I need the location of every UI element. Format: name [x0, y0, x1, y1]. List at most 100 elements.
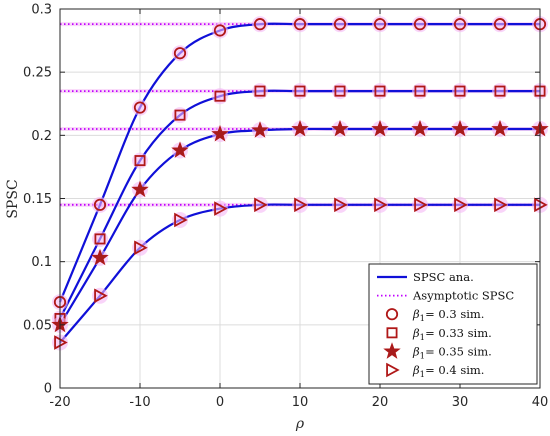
triangle-right-marker — [414, 197, 428, 213]
legend-label: β1= 0.33 sim. — [412, 326, 492, 343]
y-axis-label: SPSC — [5, 179, 21, 218]
x-tick-label: 0 — [216, 395, 224, 410]
star-marker — [451, 119, 469, 137]
legend-beta-symbol: β — [412, 344, 420, 358]
star-marker — [211, 124, 229, 142]
marker-glow — [172, 107, 188, 124]
star-marker — [171, 141, 189, 158]
circle-marker — [253, 18, 267, 31]
legend-label-text: = 0.3 sim. — [425, 307, 484, 321]
x-tick-label: 20 — [372, 395, 389, 410]
square-marker — [94, 233, 106, 245]
x-tick-label: 30 — [452, 395, 469, 410]
marker-glow — [332, 196, 348, 213]
marker-glow — [172, 211, 188, 228]
x-axis-label: ρ — [295, 416, 305, 432]
y-tick-label: 0.25 — [23, 66, 52, 81]
star-marker — [291, 119, 309, 137]
legend-label: β1= 0.4 sim. — [412, 363, 484, 380]
y-tick-label: 0.2 — [31, 129, 52, 144]
square-marker — [374, 85, 386, 97]
legend-label-text: = 0.35 sim. — [425, 344, 492, 358]
circle-marker — [133, 101, 147, 114]
triangle-right-marker — [134, 240, 148, 256]
circle-marker — [493, 18, 507, 31]
square-marker — [334, 85, 346, 97]
legend-label-text: = 0.4 sim. — [425, 363, 484, 377]
star-marker — [371, 119, 389, 137]
marker-glow — [292, 83, 308, 100]
triangle-right-marker — [494, 197, 508, 213]
marker-glow — [372, 196, 388, 213]
marker-glow — [492, 196, 508, 213]
triangle-right-marker — [294, 197, 308, 213]
marker-glow — [412, 83, 428, 100]
marker-glow — [452, 196, 468, 213]
marker-glow — [132, 239, 148, 256]
triangle-right-marker — [214, 201, 228, 216]
legend-label-text: = 0.33 sim. — [425, 326, 492, 340]
star-marker — [331, 119, 349, 137]
marker-glow — [212, 200, 228, 217]
legend-beta-symbol: β — [412, 363, 420, 377]
triangle-right-marker — [334, 197, 348, 213]
marker-glow — [92, 287, 108, 304]
marker-glow — [332, 83, 348, 100]
legend-beta-subscript: 1 — [420, 333, 425, 343]
y-tick-label: 0.3 — [31, 3, 52, 18]
legend-label: SPSC ana. — [413, 270, 474, 284]
triangle-right-marker — [454, 197, 468, 213]
simulation-markers — [51, 16, 549, 351]
x-tick-label: -20 — [49, 395, 70, 410]
circle-marker — [385, 308, 399, 321]
square-marker — [134, 155, 146, 167]
legend-beta-subscript: 1 — [420, 370, 425, 380]
legend-box — [368, 263, 538, 385]
star-marker — [91, 248, 109, 266]
star-marker — [131, 180, 149, 198]
square-marker — [214, 90, 226, 102]
axis-ticks: -20 -10 0 10 20 30 40 0 0.05 0.1 0.15 0.2 0.25 0.3 — [23, 3, 548, 411]
circle-marker — [293, 18, 307, 31]
circle-marker — [213, 24, 227, 37]
legend-beta-symbol: β — [412, 326, 420, 340]
square-marker — [454, 85, 466, 97]
legend-label: β1= 0.3 sim. — [412, 307, 484, 324]
x-tick-label: 40 — [532, 395, 549, 410]
circle-marker — [333, 18, 347, 31]
circle-marker — [93, 198, 107, 211]
circle-marker — [413, 18, 427, 31]
x-tick-label: 10 — [292, 395, 309, 410]
marker-glow — [452, 83, 468, 100]
triangle-right-marker — [386, 362, 400, 378]
triangle-right-marker — [374, 197, 388, 213]
marker-glow — [212, 88, 228, 105]
star-marker — [383, 342, 401, 359]
square-marker — [294, 85, 306, 97]
circle-marker — [453, 18, 467, 31]
circle-marker — [373, 18, 387, 31]
square-marker — [174, 109, 186, 121]
legend-beta-subscript: 1 — [420, 314, 425, 324]
marker-glow — [292, 196, 308, 213]
y-tick-label: 0 — [44, 382, 52, 397]
legend-beta-symbol: β — [412, 307, 420, 321]
legend-beta-subscript: 1 — [420, 351, 425, 361]
marker-glow — [252, 83, 268, 100]
marker-glow — [252, 196, 268, 213]
triangle-right-marker — [254, 197, 268, 213]
star-marker — [251, 121, 269, 138]
x-tick-label: -10 — [129, 395, 150, 410]
triangle-right-marker — [94, 288, 108, 304]
marker-glow — [412, 196, 428, 213]
marker-glow — [132, 152, 148, 169]
square-marker — [414, 85, 426, 97]
star-marker — [411, 119, 429, 137]
marker-glow — [492, 83, 508, 100]
marker-glow — [92, 230, 108, 247]
square-marker — [254, 85, 266, 97]
y-tick-label: 0.15 — [23, 192, 52, 207]
circle-marker — [173, 47, 187, 60]
